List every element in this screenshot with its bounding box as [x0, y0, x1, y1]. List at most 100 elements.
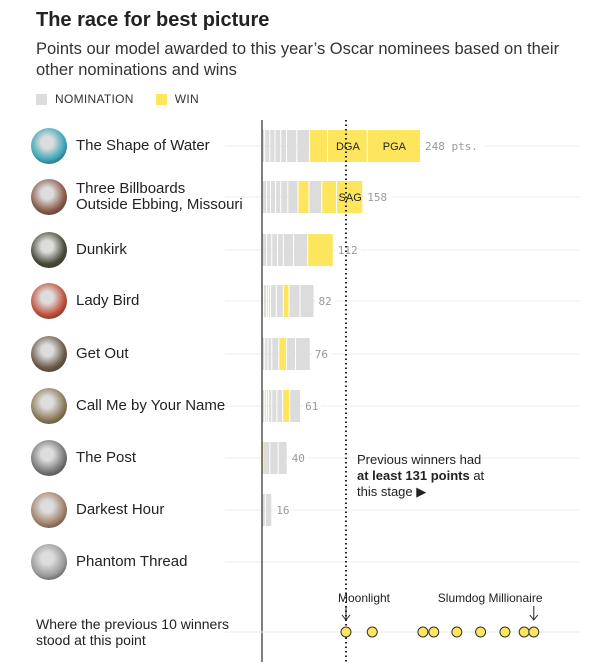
film-label: Three Billboards Outside Ebbing, Missouri — [76, 180, 243, 213]
bar-segment-nomination — [265, 338, 268, 370]
film-label: The Shape of Water — [76, 137, 210, 154]
bar-segment-win — [336, 181, 363, 213]
bar-segment-nomination — [270, 442, 278, 474]
bar-segment-win — [283, 285, 289, 317]
bar-segment-nomination — [265, 390, 267, 422]
bar-segment-nomination — [294, 234, 308, 266]
legend-swatch-nomination — [36, 93, 47, 105]
bar-segment-win — [310, 130, 328, 162]
film-avatar — [31, 388, 67, 424]
film-avatar — [31, 232, 67, 268]
bar-segment-nomination — [297, 130, 310, 162]
bar-segment-win — [322, 181, 336, 213]
film-avatar — [31, 283, 67, 319]
note-line3: this stage ▶ — [357, 484, 427, 499]
film-avatar — [31, 179, 67, 215]
value-label-bg — [274, 503, 293, 517]
bar-segment-nomination — [283, 234, 294, 266]
winner-dot — [528, 626, 540, 638]
value-label: 61 — [305, 400, 318, 413]
film-avatar — [31, 492, 67, 528]
value-label: 40 — [292, 452, 305, 465]
award-label: PGA — [383, 141, 407, 153]
bar-segment-nomination — [272, 338, 279, 370]
bar-segment-nomination — [289, 285, 300, 317]
bar-segment-nomination — [263, 285, 267, 317]
bar-segment-nomination — [276, 285, 283, 317]
bar-segment-nomination — [265, 130, 270, 162]
down-arrow-icon — [529, 606, 539, 621]
value-label-bg — [365, 190, 391, 204]
bar-segment-nomination — [265, 494, 272, 526]
bar-segment-nomination — [262, 130, 265, 162]
bar-segment-nomination — [270, 130, 275, 162]
winner-label: Slumdog Millionaire — [437, 591, 543, 605]
value-label: 76 — [315, 348, 328, 361]
bar-segment-nomination — [290, 390, 301, 422]
bar-segment-nomination — [267, 181, 270, 213]
bar-segment-nomination — [286, 130, 297, 162]
film-label: Call Me by Your Name — [76, 397, 226, 414]
bar-segment-win — [283, 390, 290, 422]
bar-segment-nomination — [262, 338, 265, 370]
winner-dot — [417, 626, 429, 638]
bar-segment-nomination — [262, 181, 267, 213]
bar-segment-nomination — [270, 181, 276, 213]
bar-segment-nomination — [272, 234, 278, 266]
winner-dot — [518, 626, 530, 638]
bar-segment-win — [367, 130, 420, 162]
winner-dot — [451, 626, 463, 638]
bar-segment-nomination — [300, 285, 314, 317]
legend-nomination: NOMINATION — [55, 92, 134, 106]
bar-segment-win — [279, 338, 286, 370]
bar-segment-nomination — [268, 338, 272, 370]
bar-segment-nomination — [276, 181, 281, 213]
winner-dot — [475, 626, 487, 638]
film-label: Lady Bird — [76, 292, 140, 309]
bar-segment-nomination — [278, 234, 283, 266]
value-label-bg — [289, 451, 309, 465]
film-avatar — [31, 544, 67, 580]
note-line2: at — [469, 468, 485, 483]
value-label: 248 pts. — [425, 140, 478, 153]
value-label: 112 — [338, 244, 358, 257]
bar-segment-nomination — [295, 338, 310, 370]
bar-segment-nomination — [286, 338, 295, 370]
value-label-bg — [335, 243, 362, 257]
previous-winners-label: Where the previous 10 winners stood at t… — [36, 616, 229, 648]
value-label-bg — [422, 139, 485, 153]
threshold-note: Previous winners had at least 131 points… — [357, 452, 484, 500]
film-label: Get Out — [76, 345, 129, 362]
bar-segment-nomination — [270, 285, 276, 317]
film-label: Phantom Thread — [76, 553, 188, 570]
value-label: 16 — [276, 504, 289, 517]
award-label: SAG — [339, 192, 362, 204]
bar-segment-nomination — [262, 390, 265, 422]
bar-segment-nomination — [263, 442, 270, 474]
chart-subtitle: Points our model awarded to this year’s … — [36, 40, 560, 79]
film-avatar — [31, 336, 67, 372]
film-label: The Post — [76, 449, 137, 466]
value-label: 158 — [367, 191, 387, 204]
bar-segment-nomination — [277, 390, 283, 422]
bar-segment-nomination — [309, 181, 322, 213]
bar-segment-nomination — [281, 130, 286, 162]
bar-segment-win — [298, 181, 309, 213]
bar-segment-nomination — [272, 390, 277, 422]
chart-title: The race for best picture — [36, 9, 270, 31]
bar-segment-nomination — [267, 234, 272, 266]
legend-win: WIN — [174, 92, 200, 106]
film-avatar — [31, 128, 67, 164]
value-label-bg — [303, 399, 322, 413]
award-label: DGA — [336, 141, 361, 153]
bar-segment-win — [328, 130, 367, 162]
winner-dot — [428, 626, 440, 638]
down-arrow-icon — [341, 606, 351, 621]
bar-segment-nomination — [275, 130, 281, 162]
value-label: 82 — [319, 295, 332, 308]
bar-segment-nomination — [278, 442, 287, 474]
legend: NOMINATION WIN — [36, 92, 199, 106]
winner-label: Moonlight — [337, 591, 390, 605]
